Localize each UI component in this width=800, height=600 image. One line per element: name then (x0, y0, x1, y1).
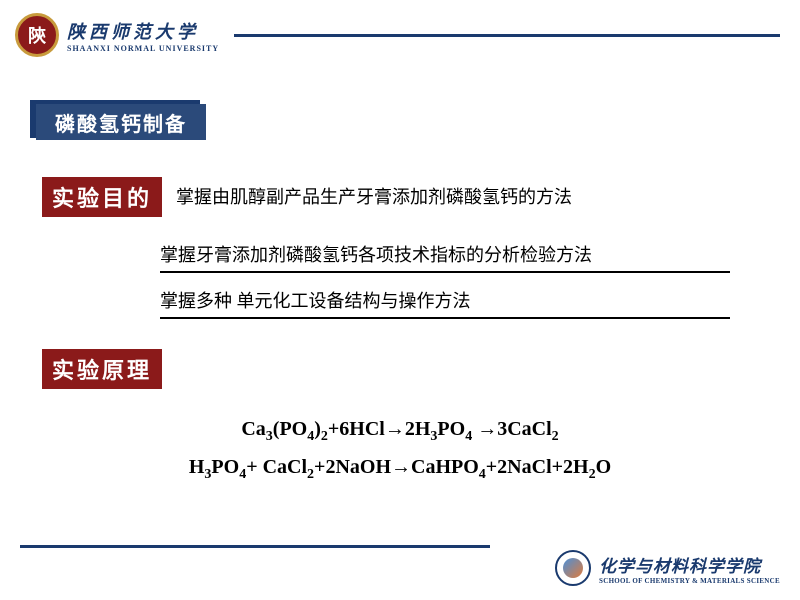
university-name-block: 陕西师范大学 SHAANXI NORMAL UNIVERSITY (67, 18, 219, 53)
logo-character: 陝 (28, 22, 46, 48)
slide-title: 磷酸氢钙制备 (36, 104, 206, 140)
objective-line-2: 掌握牙膏添加剂磷酸氢钙各项技术指标的分析检验方法 (160, 235, 730, 273)
header: 陝 陕西师范大学 SHAANXI NORMAL UNIVERSITY (0, 0, 800, 60)
footer: 化学与材料科学学院 SCHOOL OF CHEMISTRY & MATERIAL… (555, 550, 780, 586)
school-name-cn: 化学与材料科学学院 (599, 552, 780, 577)
objectives-label: 实验目的 (42, 177, 162, 217)
principle-label: 实验原理 (42, 349, 162, 389)
university-name-en: SHAANXI NORMAL UNIVERSITY (67, 44, 219, 53)
objective-line-3: 掌握多种 单元化工设备结构与操作方法 (160, 281, 730, 319)
school-logo-inner (563, 558, 583, 578)
university-name-cn: 陕西师范大学 (67, 18, 219, 44)
header-divider (234, 34, 780, 37)
footer-divider (20, 545, 490, 548)
objective-line-1: 掌握由肌醇副产品生产牙膏添加剂磷酸氢钙的方法 (176, 177, 572, 209)
school-logo (555, 550, 591, 586)
chemical-equations: Ca3(PO4)2+6HCl→2H3PO4 →3CaCl2 H3PO4+ CaC… (0, 411, 800, 487)
university-logo: 陝 (15, 13, 59, 57)
school-name-block: 化学与材料科学学院 SCHOOL OF CHEMISTRY & MATERIAL… (599, 552, 780, 585)
slide-title-block: 磷酸氢钙制备 (30, 100, 210, 142)
school-name-en: SCHOOL OF CHEMISTRY & MATERIALS SCIENCE (599, 577, 780, 585)
objectives-body: 掌握牙膏添加剂磷酸氢钙各项技术指标的分析检验方法 掌握多种 单元化工设备结构与操… (160, 235, 730, 319)
equation-2: H3PO4+ CaCl2+2NaOH→CaHPO4+2NaCl+2H2O (0, 449, 800, 487)
objectives-section: 实验目的 掌握由肌醇副产品生产牙膏添加剂磷酸氢钙的方法 (42, 177, 800, 217)
equation-1: Ca3(PO4)2+6HCl→2H3PO4 →3CaCl2 (0, 411, 800, 449)
